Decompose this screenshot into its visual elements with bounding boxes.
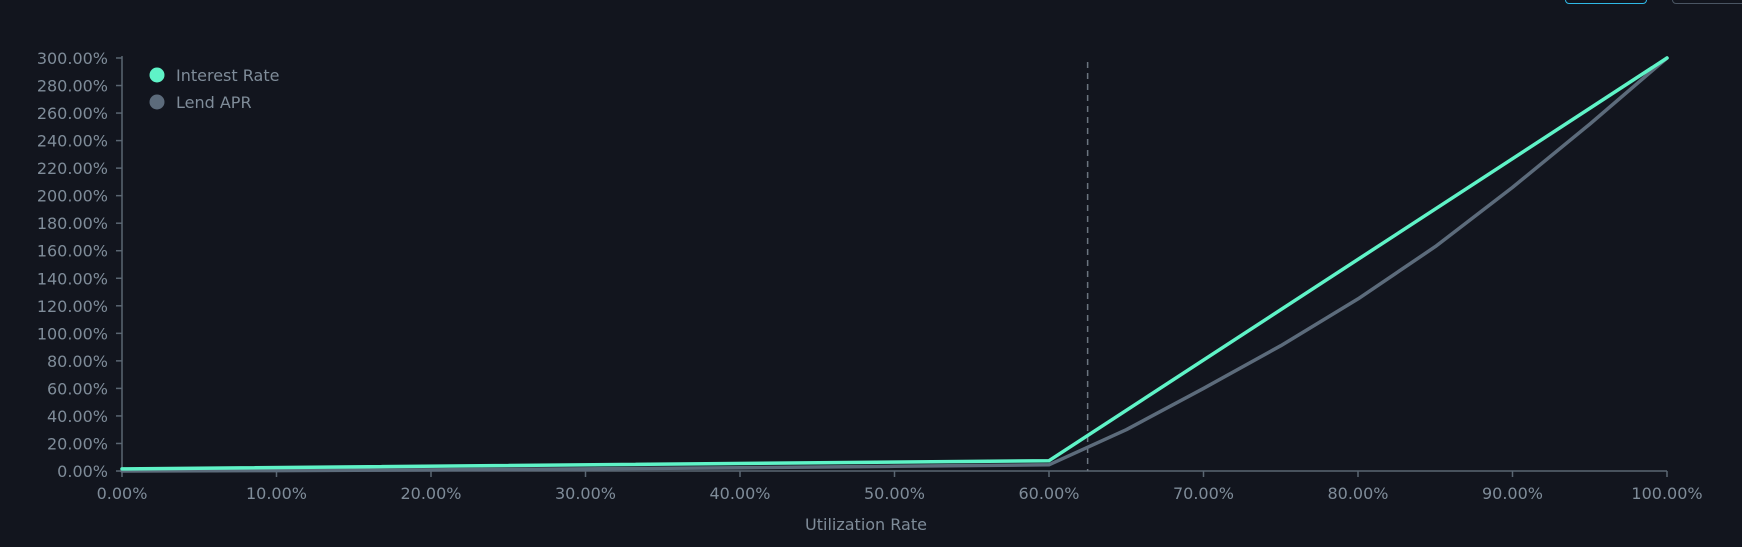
y-tick-label: 80.00% [47, 352, 108, 371]
x-tick-label: 30.00% [555, 484, 616, 503]
toggle-button-active[interactable] [1565, 0, 1647, 4]
series-lines [122, 58, 1667, 471]
legend-label-interest-rate: Interest Rate [176, 66, 279, 85]
legend: Interest Rate Lend APR [150, 66, 280, 112]
axes: 0.00% 20.00% 40.00% 60.00% 80.00% 100.00% 120.… [37, 49, 1703, 503]
y-tick-label: 200.00% [37, 187, 108, 206]
y-tick-label: 100.00% [37, 324, 108, 343]
y-tick-label: 280.00% [37, 77, 108, 96]
legend-marker-interest-rate [150, 68, 165, 83]
x-tick-label: 40.00% [709, 484, 770, 503]
legend-label-lend-apr: Lend APR [176, 93, 252, 112]
y-tick-label: 160.00% [37, 242, 108, 261]
x-tick-label: 90.00% [1482, 484, 1543, 503]
y-tick-label: 20.00% [47, 434, 108, 453]
y-tick-label: 180.00% [37, 214, 108, 233]
x-tick-label: 0.00% [97, 484, 148, 503]
y-tick-label: 120.00% [37, 297, 108, 316]
series-line-lend-apr [122, 58, 1667, 471]
y-tick-label: 220.00% [37, 159, 108, 178]
x-tick-label: 20.00% [400, 484, 461, 503]
x-tick-label: 70.00% [1173, 484, 1234, 503]
x-tick-label: 80.00% [1327, 484, 1388, 503]
y-tick-label: 40.00% [47, 407, 108, 426]
legend-marker-lend-apr [150, 95, 165, 110]
x-axis-label: Utilization Rate [805, 515, 927, 534]
y-tick-label: 60.00% [47, 379, 108, 398]
x-tick-label: 60.00% [1018, 484, 1079, 503]
x-tick-label: 100.00% [1631, 484, 1702, 503]
x-tick-label: 50.00% [864, 484, 925, 503]
series-line-interest-rate [122, 58, 1667, 469]
y-tick-label: 240.00% [37, 132, 108, 151]
toggle-button[interactable] [1672, 0, 1742, 4]
y-tick-label: 0.00% [57, 462, 108, 481]
x-tick-label: 10.00% [246, 484, 307, 503]
y-tick-label: 260.00% [37, 104, 108, 123]
y-tick-label: 300.00% [37, 49, 108, 68]
y-tick-label: 140.00% [37, 269, 108, 288]
